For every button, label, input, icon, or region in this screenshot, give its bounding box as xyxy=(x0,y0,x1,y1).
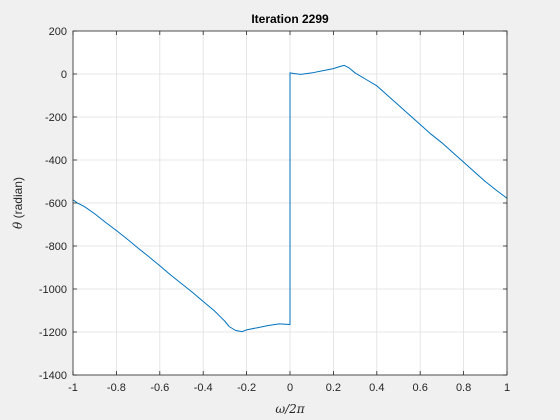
y-axis-unit: (radian) xyxy=(11,177,25,222)
y-tick-label: -1400 xyxy=(39,370,67,382)
x-tick-label: -0.8 xyxy=(107,382,126,394)
y-tick-label: 200 xyxy=(49,26,67,38)
x-tick-label: -0.2 xyxy=(237,382,256,394)
x-tick-label: -0.4 xyxy=(194,382,213,394)
x-tick-label: 0.4 xyxy=(369,382,384,394)
y-tick-label: 0 xyxy=(61,69,67,81)
ticks xyxy=(72,30,508,376)
x-tick-label: 0.6 xyxy=(413,382,428,394)
x-tick-labels: -1 -0.8 -0.6 -0.4 -0.2 0 0.2 0.4 0.6 0.8 1 xyxy=(68,382,510,394)
series-layer xyxy=(72,64,508,333)
y-tick-label: -400 xyxy=(45,155,67,167)
x-tick-label: -1 xyxy=(68,382,78,394)
x-tick-label: -0.6 xyxy=(150,382,169,394)
x-tick-label: 0.8 xyxy=(456,382,471,394)
x-tick-label: 0 xyxy=(287,382,293,394)
y-axis-label: θ (radian) xyxy=(11,177,25,229)
x-tick-label: 0.2 xyxy=(326,382,341,394)
y-axis-symbol: θ xyxy=(11,221,25,229)
y-tick-label: -1000 xyxy=(39,284,67,296)
y-tick-label: -1200 xyxy=(39,327,67,339)
x-axis-label: ω/2π xyxy=(275,402,305,416)
y-tick-label: -200 xyxy=(45,112,67,124)
chart-title: Iteration 2299 xyxy=(251,12,329,26)
y-tick-label: -600 xyxy=(45,198,67,210)
y-tick-labels: -1400 -1200 -1000 -800 -600 -400 -200 0 200 xyxy=(39,26,67,382)
x-tick-label: 1 xyxy=(504,382,510,394)
series-line xyxy=(72,64,508,333)
y-tick-label: -800 xyxy=(45,241,67,253)
